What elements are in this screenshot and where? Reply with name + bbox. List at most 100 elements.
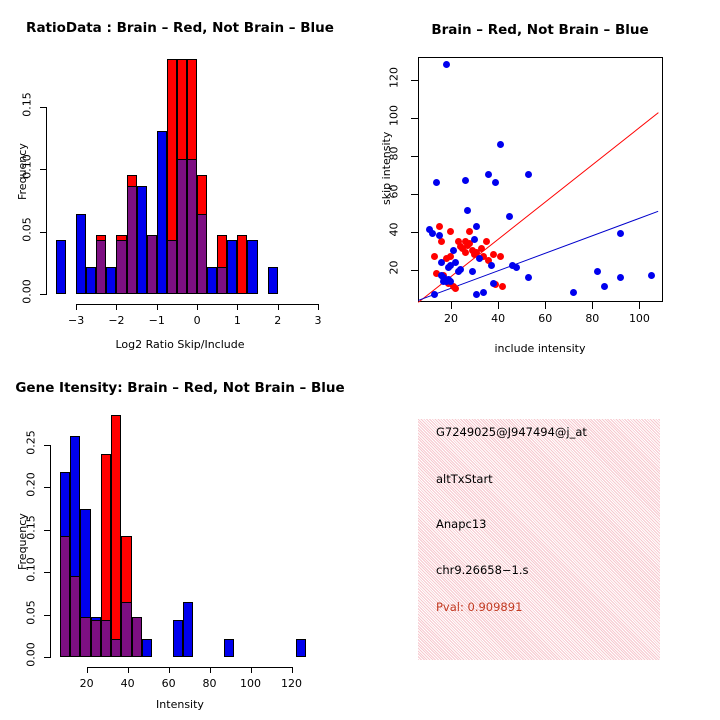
x-axis-tick <box>545 302 547 309</box>
histogram-bar-not-brain <box>227 239 238 294</box>
scatter-title: Brain – Red, Not Brain – Blue <box>431 22 649 38</box>
scatter-point-brain <box>466 228 474 236</box>
ratio-histogram-xlabel: Log2 Ratio Skip/Include <box>115 338 245 351</box>
scatter-point-brain <box>452 285 460 293</box>
scatter-point-brain <box>478 245 486 253</box>
histogram-bar-not-brain <box>156 131 167 294</box>
histogram-bar-not-brain <box>141 638 153 657</box>
scatter-point-not-brain <box>442 61 450 69</box>
x-tick-label: −3 <box>68 314 85 327</box>
histogram-bar-overlap <box>96 239 107 294</box>
y-tick-label: 0.05 <box>20 216 34 242</box>
x-axis-line <box>86 667 292 668</box>
x-axis-tick <box>116 304 118 310</box>
histogram-bar-not-brain <box>106 267 117 294</box>
histogram-bar-not-brain <box>172 620 183 657</box>
histogram-bar-overlap <box>197 213 208 294</box>
scatter-point-brain <box>489 251 497 259</box>
histogram-bar-overlap <box>111 638 122 657</box>
histogram-bar-not-brain <box>86 267 97 294</box>
histogram-bar-overlap <box>131 616 142 657</box>
y-tick-label: 0.15 <box>20 92 34 117</box>
gene-histogram-plot-area: 0.00 0.05 0.10 0.15 0.20 0.25 20 40 60 80 100 120 <box>0 360 360 720</box>
y-axis-tick <box>411 193 418 195</box>
y-axis-tick <box>411 231 418 233</box>
x-axis-tick <box>76 304 78 310</box>
histogram-bar-overlap <box>116 239 127 294</box>
scatter-point-not-brain <box>471 235 479 243</box>
y-axis-tick <box>40 106 47 108</box>
y-axis-tick <box>40 294 47 295</box>
y-tick-label: 40 <box>387 222 401 237</box>
x-axis-tick <box>592 302 594 309</box>
annotation-text-block: G7249025@J947494@j_at altTxStart Anapc13 ch… <box>360 360 720 720</box>
scatter-point-not-brain <box>461 176 469 184</box>
scatter-point-brain <box>459 245 467 253</box>
x-tick-label: 120 <box>281 677 302 690</box>
histogram-bar-not-brain <box>76 213 87 294</box>
histogram-bar-overlap <box>166 239 177 294</box>
scatter-point-not-brain <box>485 171 493 179</box>
scatter-point-not-brain <box>513 264 521 272</box>
panel-annotation-info: G7249025@J947494@j_at altTxStart Anapc13 ch… <box>360 360 720 720</box>
scatter-point-not-brain <box>433 178 441 186</box>
scatter-point-brain <box>466 239 474 247</box>
x-tick-label: 80 <box>585 312 600 325</box>
y-axis-tick <box>40 169 47 171</box>
locus-text: chr9.26658−1.s <box>436 563 529 577</box>
scatter-point-brain <box>435 222 443 230</box>
scatter-xlabel: include intensity <box>494 342 586 355</box>
y-tick-label: 0.00 <box>20 279 34 304</box>
y-tick-label: 0.15 <box>24 514 38 540</box>
histogram-bar-not-brain <box>136 186 147 294</box>
scatter-point-not-brain <box>438 258 446 266</box>
y-axis-tick <box>44 572 51 574</box>
scatter-frame <box>418 57 663 302</box>
histogram-bar-overlap <box>70 575 81 657</box>
scatter-point-brain <box>468 247 476 255</box>
histogram-bar-overlap <box>126 186 137 294</box>
y-axis-tick <box>40 231 47 233</box>
y-axis-tick <box>411 155 418 157</box>
histogram-bar-brain <box>237 234 248 294</box>
histogram-bar-not-brain <box>182 601 194 657</box>
y-tick-label: 0.00 <box>24 642 38 667</box>
scatter-point-brain <box>454 237 462 245</box>
x-tick-label: 40 <box>491 312 506 325</box>
x-axis-tick <box>318 304 319 310</box>
y-tick-label: 0.20 <box>24 472 38 497</box>
scatter-point-not-brain <box>475 254 483 262</box>
x-axis-tick <box>291 667 293 673</box>
histogram-bar-not-brain <box>56 239 67 294</box>
scatter-point-brain <box>447 252 455 260</box>
histogram-bar-overlap <box>90 620 101 657</box>
x-tick-label: 100 <box>628 312 650 325</box>
x-tick-label: 60 <box>538 312 553 325</box>
scatter-point-brain <box>447 228 455 236</box>
gene-histogram-title: Gene Itensity: Brain – Red, Not Brain – … <box>15 380 345 396</box>
scatter-point-brain <box>438 237 446 245</box>
gene-histogram-xlabel: Intensity <box>156 698 204 711</box>
x-tick-label: 40 <box>120 677 135 690</box>
scatter-point-not-brain <box>428 230 436 238</box>
y-axis-tick <box>44 529 51 531</box>
scatter-point-brain <box>442 254 450 262</box>
x-axis-tick <box>498 302 500 309</box>
x-axis-tick <box>209 667 211 673</box>
y-tick-label: 0.05 <box>24 599 38 625</box>
y-tick-label: 0.10 <box>24 557 38 582</box>
scatter-point-not-brain <box>456 266 464 274</box>
scatter-point-not-brain <box>525 273 533 281</box>
x-tick-label: 3 <box>314 314 322 327</box>
ratio-histogram-title: RatioData : Brain – Red, Not Brain – Blu… <box>26 20 334 36</box>
scatter-point-not-brain <box>489 279 497 287</box>
x-axis-tick <box>197 304 199 310</box>
scatter-point-brain <box>430 252 438 260</box>
panel-intensity-scatter: Brain – Red, Not Brain – Blue skip inten… <box>360 0 720 360</box>
x-tick-label: 60 <box>161 677 176 690</box>
x-axis-tick <box>277 304 279 310</box>
scatter-point-not-brain <box>492 178 500 186</box>
scatter-point-not-brain <box>473 222 481 230</box>
event-type-text: altTxStart <box>436 472 493 486</box>
scatter-point-brain <box>461 237 469 245</box>
